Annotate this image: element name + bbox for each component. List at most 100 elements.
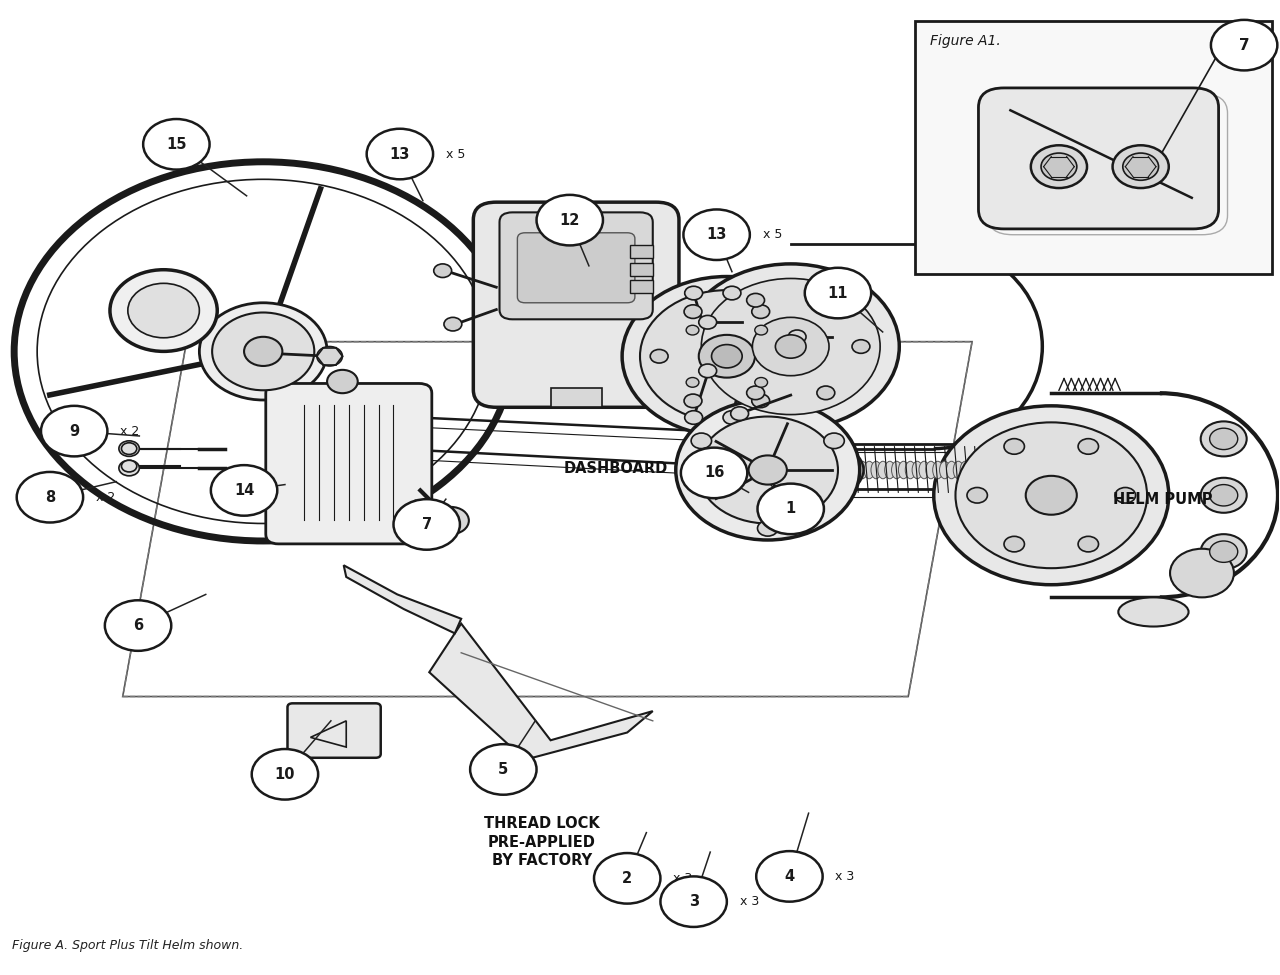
- Circle shape: [758, 484, 824, 534]
- Circle shape: [684, 394, 701, 408]
- Circle shape: [682, 264, 900, 429]
- Circle shape: [955, 422, 1147, 568]
- Ellipse shape: [966, 461, 977, 479]
- Text: 5: 5: [498, 761, 508, 777]
- Ellipse shape: [925, 461, 936, 479]
- FancyBboxPatch shape: [266, 383, 431, 544]
- Ellipse shape: [878, 461, 888, 479]
- Circle shape: [366, 129, 433, 179]
- Bar: [630, 246, 653, 258]
- Circle shape: [731, 407, 749, 420]
- Circle shape: [1201, 478, 1247, 513]
- Text: x 3: x 3: [740, 895, 759, 908]
- Text: x 5: x 5: [763, 228, 782, 241]
- Ellipse shape: [837, 461, 847, 479]
- Circle shape: [746, 293, 764, 307]
- Text: 7: 7: [421, 517, 431, 532]
- Circle shape: [200, 303, 328, 400]
- Circle shape: [1211, 20, 1277, 70]
- Circle shape: [756, 851, 823, 902]
- Circle shape: [434, 264, 452, 278]
- Circle shape: [594, 853, 660, 904]
- Circle shape: [691, 433, 712, 448]
- Ellipse shape: [870, 461, 881, 479]
- Circle shape: [684, 210, 750, 260]
- Circle shape: [41, 406, 108, 456]
- Circle shape: [1201, 534, 1247, 569]
- Circle shape: [1210, 428, 1238, 449]
- Circle shape: [122, 443, 137, 454]
- Circle shape: [686, 377, 699, 387]
- Text: x 3: x 3: [673, 872, 692, 885]
- Circle shape: [328, 370, 357, 393]
- Circle shape: [712, 339, 730, 353]
- Circle shape: [723, 410, 741, 424]
- Ellipse shape: [899, 461, 909, 479]
- Ellipse shape: [858, 461, 868, 479]
- Circle shape: [1078, 439, 1098, 454]
- Circle shape: [788, 330, 806, 343]
- Circle shape: [17, 472, 83, 523]
- Text: 10: 10: [275, 766, 296, 782]
- Bar: [285, 750, 298, 763]
- Text: 12: 12: [559, 213, 580, 227]
- Text: x 5: x 5: [445, 147, 465, 161]
- Circle shape: [1078, 536, 1098, 552]
- Circle shape: [685, 410, 703, 424]
- Circle shape: [110, 270, 218, 351]
- Circle shape: [433, 507, 468, 534]
- Circle shape: [1115, 488, 1135, 503]
- Text: DASHBOARD: DASHBOARD: [563, 461, 668, 476]
- Circle shape: [1004, 536, 1024, 552]
- Circle shape: [143, 119, 210, 170]
- Circle shape: [800, 446, 864, 494]
- Polygon shape: [344, 566, 461, 634]
- Circle shape: [1210, 541, 1238, 563]
- Ellipse shape: [905, 461, 915, 479]
- Circle shape: [211, 465, 278, 516]
- Circle shape: [536, 195, 603, 246]
- Polygon shape: [429, 624, 653, 760]
- Circle shape: [650, 349, 668, 363]
- Circle shape: [699, 364, 717, 377]
- Text: 13: 13: [389, 146, 410, 162]
- Text: THREAD LOCK
PRE-APPLIED
BY FACTORY: THREAD LOCK PRE-APPLIED BY FACTORY: [484, 816, 599, 869]
- Circle shape: [244, 336, 283, 366]
- Bar: [550, 388, 602, 408]
- Text: HELM PUMP: HELM PUMP: [1112, 492, 1212, 507]
- Circle shape: [393, 499, 460, 550]
- Circle shape: [676, 400, 860, 540]
- Text: 1: 1: [786, 501, 796, 517]
- Text: 7: 7: [1239, 38, 1249, 53]
- Circle shape: [686, 326, 699, 335]
- Circle shape: [1004, 439, 1024, 454]
- Circle shape: [751, 305, 769, 319]
- FancyBboxPatch shape: [517, 233, 635, 303]
- Text: 16: 16: [704, 465, 724, 481]
- Ellipse shape: [850, 461, 860, 479]
- Circle shape: [805, 268, 872, 318]
- Text: 6: 6: [133, 618, 143, 633]
- Circle shape: [723, 287, 741, 300]
- Ellipse shape: [1119, 598, 1189, 627]
- Ellipse shape: [892, 461, 902, 479]
- Circle shape: [119, 441, 140, 456]
- Circle shape: [746, 386, 764, 400]
- Text: 8: 8: [45, 489, 55, 505]
- Ellipse shape: [913, 461, 923, 479]
- Text: x 2: x 2: [120, 424, 140, 438]
- Circle shape: [758, 521, 778, 536]
- Circle shape: [681, 448, 748, 498]
- Circle shape: [684, 305, 701, 319]
- Circle shape: [817, 386, 835, 400]
- Circle shape: [1025, 476, 1076, 515]
- Circle shape: [660, 877, 727, 927]
- Circle shape: [119, 460, 140, 476]
- FancyBboxPatch shape: [499, 213, 653, 319]
- FancyBboxPatch shape: [474, 202, 678, 408]
- Circle shape: [1030, 145, 1087, 188]
- Circle shape: [685, 287, 703, 300]
- Ellipse shape: [946, 461, 956, 479]
- Text: Figure A1.: Figure A1.: [931, 34, 1001, 48]
- Text: 3: 3: [689, 894, 699, 909]
